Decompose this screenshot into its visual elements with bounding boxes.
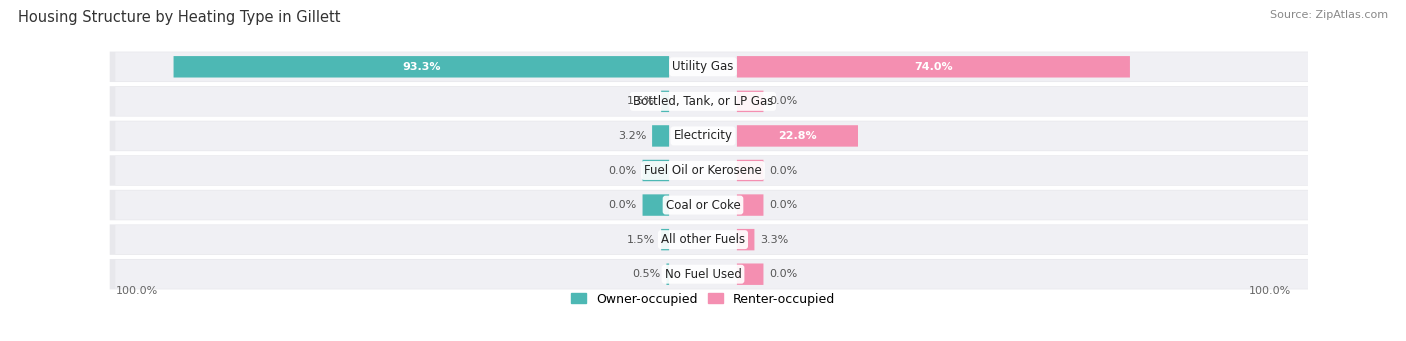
FancyBboxPatch shape xyxy=(737,194,763,216)
Text: 0.5%: 0.5% xyxy=(633,269,661,279)
FancyBboxPatch shape xyxy=(110,86,1353,117)
FancyBboxPatch shape xyxy=(652,125,669,147)
Text: Housing Structure by Heating Type in Gillett: Housing Structure by Heating Type in Gil… xyxy=(18,10,340,25)
FancyBboxPatch shape xyxy=(110,155,1353,186)
FancyBboxPatch shape xyxy=(643,194,669,216)
Text: 93.3%: 93.3% xyxy=(402,62,440,72)
FancyBboxPatch shape xyxy=(737,264,763,285)
FancyBboxPatch shape xyxy=(661,91,669,112)
Text: 0.0%: 0.0% xyxy=(769,165,797,176)
FancyBboxPatch shape xyxy=(115,260,1336,289)
Text: Electricity: Electricity xyxy=(673,130,733,143)
FancyBboxPatch shape xyxy=(737,56,1130,77)
Text: 100.0%: 100.0% xyxy=(1249,286,1291,296)
Text: 0.0%: 0.0% xyxy=(609,165,637,176)
FancyBboxPatch shape xyxy=(115,225,1336,254)
FancyBboxPatch shape xyxy=(737,160,763,181)
Text: No Fuel Used: No Fuel Used xyxy=(665,268,741,281)
FancyBboxPatch shape xyxy=(661,229,669,250)
FancyBboxPatch shape xyxy=(110,51,1353,82)
FancyBboxPatch shape xyxy=(115,52,1336,81)
FancyBboxPatch shape xyxy=(666,264,669,285)
FancyBboxPatch shape xyxy=(115,87,1336,116)
Text: 3.2%: 3.2% xyxy=(619,131,647,141)
FancyBboxPatch shape xyxy=(110,259,1353,290)
FancyBboxPatch shape xyxy=(643,160,669,181)
Text: Utility Gas: Utility Gas xyxy=(672,60,734,73)
Text: 100.0%: 100.0% xyxy=(115,286,157,296)
FancyBboxPatch shape xyxy=(737,91,763,112)
Text: 0.0%: 0.0% xyxy=(769,97,797,106)
Text: 0.0%: 0.0% xyxy=(609,200,637,210)
Text: 0.0%: 0.0% xyxy=(769,269,797,279)
FancyBboxPatch shape xyxy=(115,156,1336,185)
Text: 74.0%: 74.0% xyxy=(914,62,953,72)
Text: 0.0%: 0.0% xyxy=(769,200,797,210)
Text: 22.8%: 22.8% xyxy=(778,131,817,141)
FancyBboxPatch shape xyxy=(173,56,669,77)
FancyBboxPatch shape xyxy=(737,229,755,250)
FancyBboxPatch shape xyxy=(110,190,1353,220)
Text: Bottled, Tank, or LP Gas: Bottled, Tank, or LP Gas xyxy=(633,95,773,108)
Text: 1.5%: 1.5% xyxy=(627,97,655,106)
Text: Coal or Coke: Coal or Coke xyxy=(665,198,741,211)
Text: Source: ZipAtlas.com: Source: ZipAtlas.com xyxy=(1270,10,1388,20)
Text: Fuel Oil or Kerosene: Fuel Oil or Kerosene xyxy=(644,164,762,177)
Text: 1.5%: 1.5% xyxy=(627,235,655,244)
FancyBboxPatch shape xyxy=(110,121,1353,151)
Text: All other Fuels: All other Fuels xyxy=(661,233,745,246)
Text: 3.3%: 3.3% xyxy=(761,235,789,244)
FancyBboxPatch shape xyxy=(115,191,1336,220)
FancyBboxPatch shape xyxy=(110,224,1353,255)
FancyBboxPatch shape xyxy=(737,125,858,147)
Legend: Owner-occupied, Renter-occupied: Owner-occupied, Renter-occupied xyxy=(567,287,839,311)
FancyBboxPatch shape xyxy=(115,121,1336,150)
